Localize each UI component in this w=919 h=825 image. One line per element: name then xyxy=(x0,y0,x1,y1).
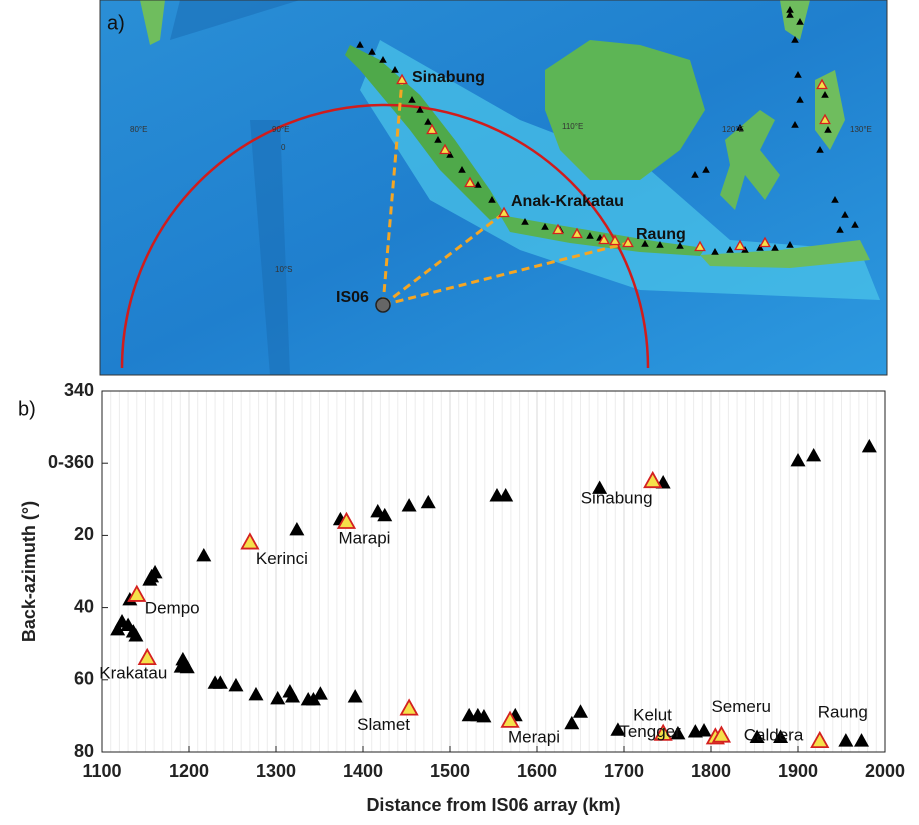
x-tick-label: 1200 xyxy=(169,761,209,781)
volcano-label: Tengger xyxy=(619,722,681,741)
volcano-label: Sinabung xyxy=(581,489,653,508)
panel-label: a) xyxy=(107,12,125,34)
y-tick-label: 80 xyxy=(74,741,94,761)
map-label: Raung xyxy=(636,226,686,243)
y-tick-label: 40 xyxy=(74,596,94,616)
y-tick-label: 0-360 xyxy=(48,452,94,472)
graticule-label: 110°E xyxy=(562,122,583,131)
panel-label: b) xyxy=(18,398,36,420)
x-tick-label: 1900 xyxy=(778,761,818,781)
graticule-label: 130°E xyxy=(850,125,872,134)
station xyxy=(376,298,390,312)
graticule-label: 10°S xyxy=(275,265,292,274)
plot: 1100 1200 1300 1400 1500 1600 1700 1800 1900 2000… xyxy=(19,380,905,815)
y-tick-label: 60 xyxy=(74,669,94,689)
graticule-label: 90°E xyxy=(272,125,289,134)
x-tick-label: 1600 xyxy=(517,761,557,781)
volcano-label: Dempo xyxy=(145,598,200,617)
y-tick-label: 20 xyxy=(74,524,94,544)
volcano-label: Kerinci xyxy=(256,549,308,568)
x-tick-label: 1500 xyxy=(430,761,470,781)
graticule-label: 120°E xyxy=(722,125,744,134)
y-axis-label: Back-azimuth (°) xyxy=(19,501,39,642)
map: Sinabung Anak-Krakatau Raung IS06 80°E 9… xyxy=(100,0,887,375)
x-tick-label: 1400 xyxy=(343,761,383,781)
x-tick-label: 1300 xyxy=(256,761,296,781)
x-tick-label: 1800 xyxy=(691,761,731,781)
volcano-label: Raung xyxy=(818,703,868,722)
x-tick-label: 1100 xyxy=(82,761,121,781)
figure: Sinabung Anak-Krakatau Raung IS06 80°E 9… xyxy=(0,0,919,820)
map-label: IS06 xyxy=(336,289,369,306)
y-tick-label: 340 xyxy=(64,380,94,400)
x-tick-label: 1700 xyxy=(604,761,644,781)
volcano-label: Semeru xyxy=(711,697,771,716)
map-label: Anak-Krakatau xyxy=(511,193,624,210)
volcano-label: Slamet xyxy=(357,715,410,734)
graticule-label: 0 xyxy=(281,143,286,152)
volcano-label: Merapi xyxy=(508,727,560,746)
x-axis-label: Distance from IS06 array (km) xyxy=(366,795,620,815)
x-tick-label: 2000 xyxy=(865,761,905,781)
volcano-label: Krakatau xyxy=(99,664,167,683)
volcano-label: Caldera xyxy=(744,726,804,745)
volcano-label: Marapi xyxy=(338,529,390,548)
graticule-label: 80°E xyxy=(130,125,147,134)
map-label: Sinabung xyxy=(412,69,485,86)
